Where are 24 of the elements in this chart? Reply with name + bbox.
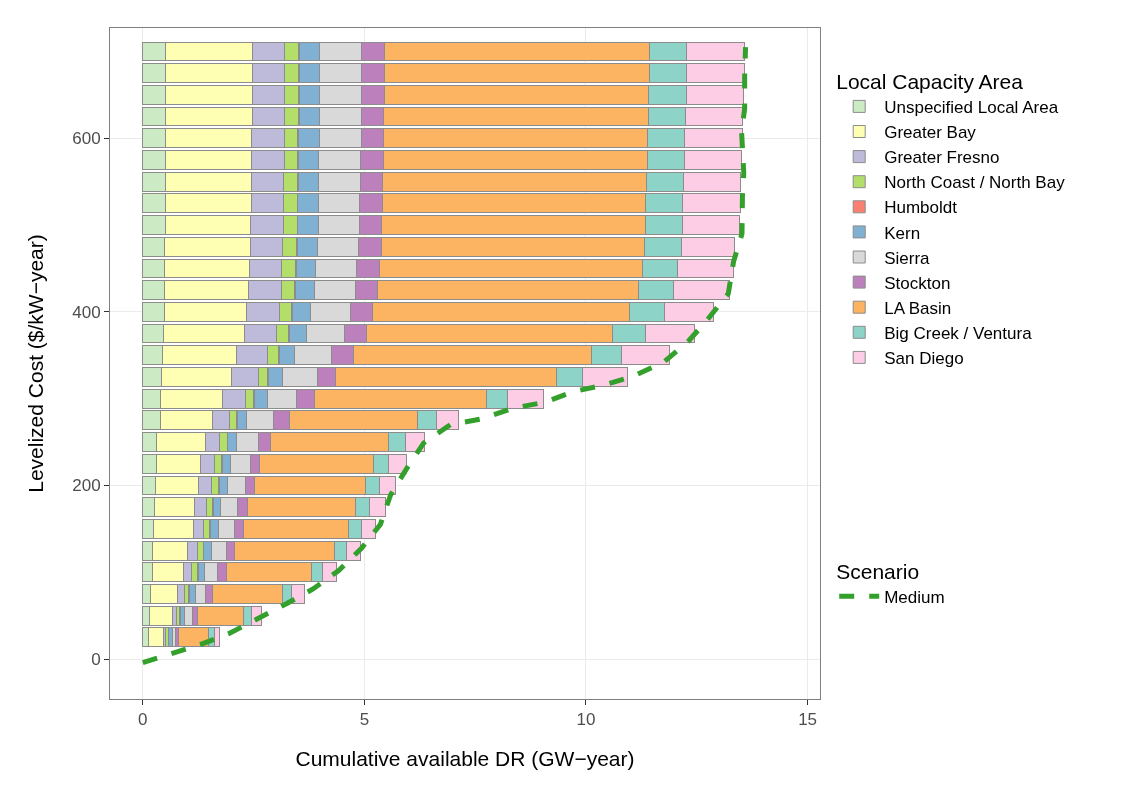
x-tick-label: 5 <box>359 710 370 730</box>
legend-label: Stockton <box>884 273 951 293</box>
text: Scenario <box>836 559 920 583</box>
legend-label: Kern <box>884 223 921 243</box>
legend-label: San Diego <box>884 349 964 369</box>
x-tick-label: 15 <box>798 710 818 730</box>
x-tick-label: 10 <box>576 710 596 730</box>
y-tick-label: 200 <box>72 476 101 496</box>
y-axis-title: Levelized Cost ($/kW−year) <box>24 234 48 493</box>
legend-label: Greater Bay <box>884 123 977 143</box>
legend-label: Sierra <box>884 248 931 268</box>
y-tick-label: 400 <box>72 302 101 322</box>
legend-label: Big Creek / Ventura <box>884 323 1033 343</box>
legend-label: Greater Fresno <box>884 148 1000 168</box>
x-axis-title: Cumulative available DR (GW−year) <box>295 746 635 770</box>
legend-title: Local Capacity Area <box>836 69 1024 93</box>
y-tick-label: 0 <box>91 650 101 670</box>
legend-label: Unspecified Local Area <box>884 98 1059 118</box>
y-tick-label: 600 <box>72 129 101 149</box>
legend-label: LA Basin <box>884 298 952 318</box>
x-tick-label: 0 <box>138 710 148 730</box>
legend-label: Medium <box>884 587 945 607</box>
legend-label: North Coast / North Bay <box>884 173 1066 193</box>
legend-label: Humboldt <box>884 198 958 218</box>
